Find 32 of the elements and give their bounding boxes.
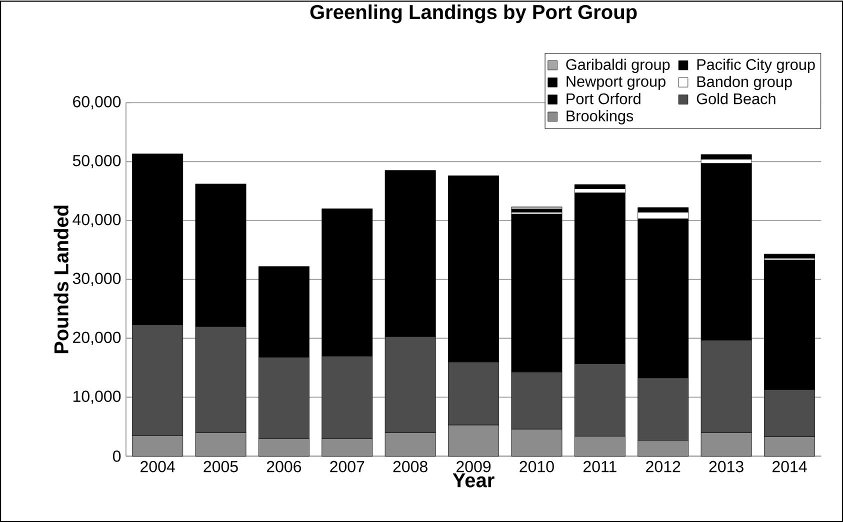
legend-label: Brookings: [566, 110, 634, 124]
y-tick-label: 50,000: [72, 154, 121, 168]
x-tick-label: 2011: [584, 460, 616, 472]
x-tick-label: 2007: [330, 460, 364, 472]
bar: [511, 206, 562, 210]
y-tick-label: 30,000: [72, 272, 121, 286]
y-tick-label: 20,000: [73, 332, 121, 345]
x-tick-label: 2013: [709, 460, 744, 472]
y-tick-label: 10,000: [73, 390, 121, 404]
x-axis-title: Year: [452, 473, 494, 488]
legend-label: Gold Beach: [696, 92, 776, 104]
legend-label: Newport group: [566, 76, 666, 90]
x-tick-label: 2009: [456, 460, 491, 472]
x-tick-label: 2010: [520, 460, 554, 472]
legend-label: Pacific City group: [697, 58, 815, 73]
x-tick-label: 2014: [772, 460, 807, 472]
y-tick-label: 60,000: [73, 96, 121, 110]
x-tick-label: 2004: [140, 460, 175, 472]
y-axis-title: Pounds Landed: [54, 206, 68, 354]
y-tick-label: 40,000: [72, 214, 121, 228]
bar: [700, 154, 752, 160]
x-tick-label: 2008: [393, 460, 428, 472]
y-tick-label: 0: [112, 450, 121, 462]
x-tick-label: 2012: [646, 460, 680, 472]
chart-title: Greenling Landings by Port Group: [310, 4, 637, 24]
x-tick-label: 2005: [204, 460, 238, 472]
bar: [764, 254, 815, 258]
legend-label: Bandon group: [697, 76, 792, 90]
bar: [574, 184, 626, 189]
legend-label: Port Orford: [566, 92, 640, 104]
x-tick-label: 2006: [266, 460, 302, 472]
legend-label: Garibaldi group: [566, 58, 670, 73]
